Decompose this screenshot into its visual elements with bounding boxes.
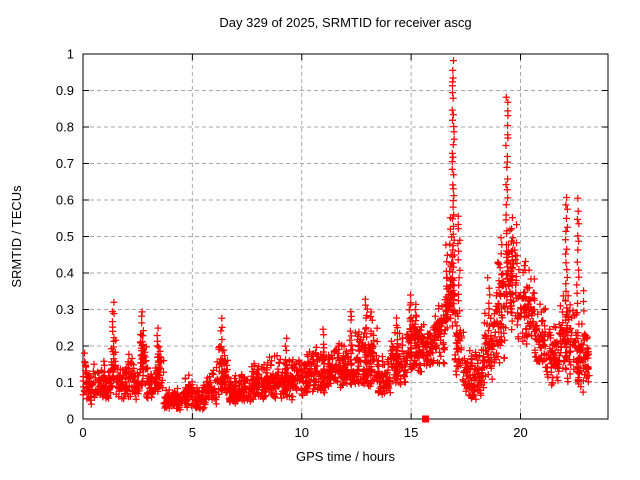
tick-labels: 00.10.20.30.40.50.60.70.80.910 5 10 15 20 [56,47,528,441]
y-tick-label: 0.2 [56,339,74,354]
x-axis-label: GPS time / hours [296,449,395,464]
x-tick-label: 5 [189,425,196,440]
y-tick-label: 0.9 [56,83,74,98]
x-tick-label: 0 [79,425,86,440]
x-tick-label: 15 [404,425,418,440]
plot-border [82,53,609,420]
y-tick-label: 0.7 [56,156,74,171]
event-square-marker [422,415,430,423]
x-tick-label: 10 [295,425,309,440]
y-tick-label: 1 [67,47,74,62]
y-tick-label: 0.1 [56,375,74,390]
scatter-points [79,57,593,414]
x-tick-label: 20 [513,425,527,440]
y-axis-label: SRMTID / TECUs [9,185,24,288]
y-tick-label: 0 [67,412,74,427]
y-tick-label: 0.8 [56,120,74,135]
y-tick-label: 0.5 [56,229,74,244]
event-square-markers [422,415,430,423]
chart-title: Day 329 of 2025, SRMTID for receiver asc… [219,15,471,30]
y-tick-label: 0.6 [56,193,74,208]
grid-lines [83,54,608,419]
y-tick-label: 0.4 [56,266,74,281]
y-tick-label: 0.3 [56,302,74,317]
